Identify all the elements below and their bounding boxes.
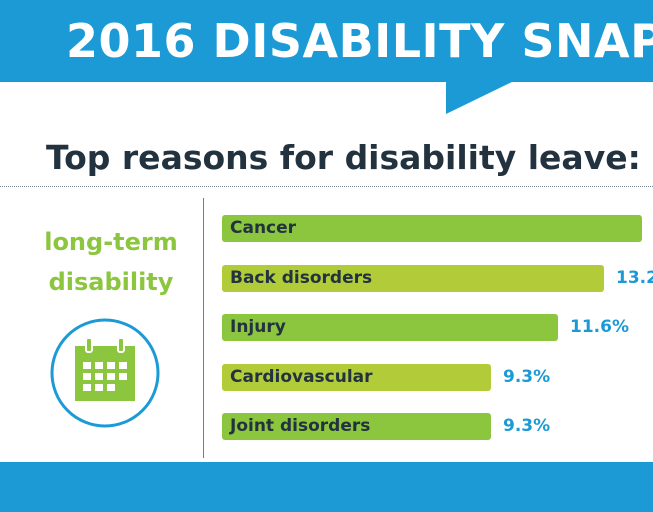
dotted-separator <box>0 186 653 187</box>
calendar-icon <box>50 318 160 428</box>
category-label: long-term disability <box>40 222 182 302</box>
category-label-line2: disability <box>48 268 174 296</box>
vertical-divider <box>203 198 204 458</box>
bar-value-injury: 11.6% <box>570 317 629 337</box>
bar-value-joint-disorders: 9.3% <box>503 416 551 436</box>
bar-cancer <box>222 215 642 242</box>
footer-band <box>0 462 653 512</box>
chart-heading: Top reasons for disability leave: <box>46 138 641 177</box>
bar-value-back-disorders: 13.2% <box>616 268 653 288</box>
banner-speech-tail <box>446 80 516 114</box>
title-banner: 2016 DISABILITY SNAPSH <box>0 0 653 82</box>
bar-label-back-disorders: Back disorders <box>230 268 373 288</box>
bar-back-disorders <box>222 265 604 292</box>
bar-value-cardiovascular: 9.3% <box>503 367 551 387</box>
bar-label-joint-disorders: Joint disorders <box>230 416 371 436</box>
category-label-line1: long-term <box>44 228 178 256</box>
bar-joint-disorders <box>222 413 491 440</box>
banner-title: 2016 DISABILITY SNAPSH <box>66 14 653 68</box>
bar-injury <box>222 314 558 341</box>
bar-label-cardiovascular: Cardiovascular <box>230 367 373 387</box>
bar-label-cancer: Cancer <box>230 218 297 238</box>
bar-label-injury: Injury <box>230 317 286 337</box>
bar-cardiovascular <box>222 364 491 391</box>
